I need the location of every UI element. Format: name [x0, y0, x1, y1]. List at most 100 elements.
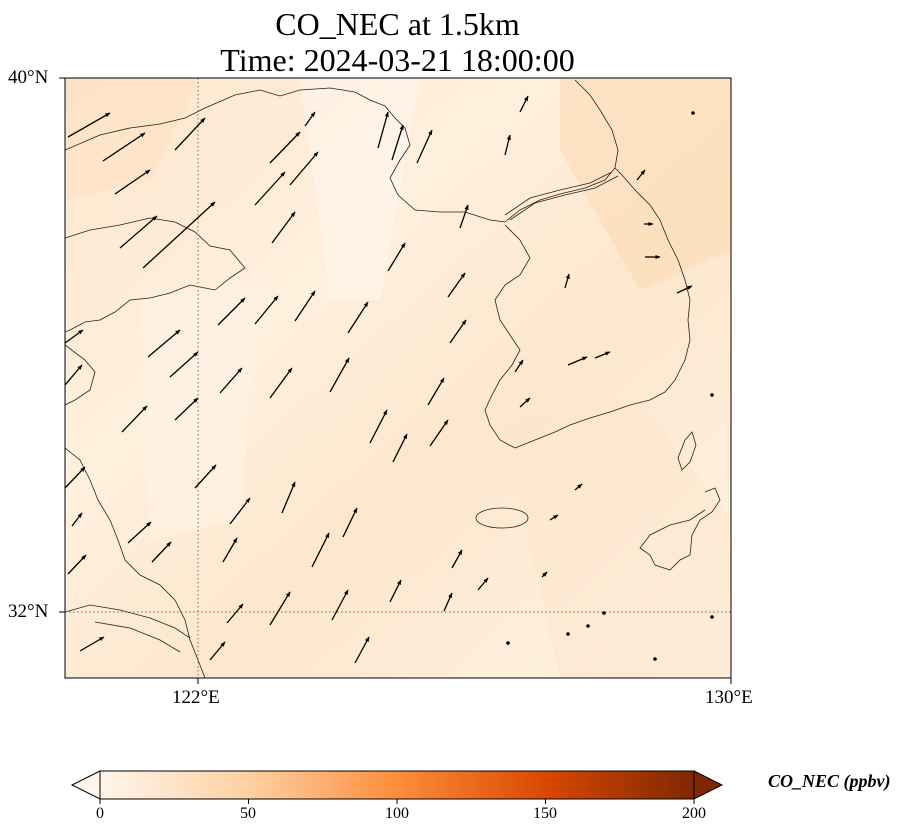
- wind-vectors: [65, 95, 714, 664]
- wind-arrow: [519, 95, 529, 113]
- wind-arrow: [354, 636, 370, 664]
- japan-kyushu-coast: [639, 487, 721, 571]
- wind-arrow: [222, 537, 238, 563]
- wind-arrow: [271, 211, 296, 244]
- wind-arrow: [342, 507, 358, 538]
- wind-arrow: [653, 657, 657, 661]
- wind-arrow: [102, 132, 146, 162]
- wind-arrow: [147, 329, 181, 358]
- liaodong-coast: [65, 87, 506, 223]
- wind-arrow: [71, 512, 83, 527]
- wind-arrow: [636, 169, 646, 181]
- wind-arrow: [514, 359, 524, 373]
- colorbar-tick-label: 0: [96, 805, 104, 822]
- axis-ticks: [59, 77, 732, 684]
- wind-arrow: [254, 171, 286, 206]
- wind-arrow: [65, 329, 84, 344]
- wind-arrow: [289, 151, 319, 186]
- wind-arrow: [79, 636, 105, 652]
- wind-arrow: [710, 393, 714, 397]
- wind-arrow: [427, 377, 445, 406]
- wind-arrow: [269, 591, 291, 626]
- korea-south-coast: [514, 167, 691, 449]
- wind-arrow: [67, 554, 87, 575]
- wind-arrow: [443, 592, 453, 612]
- dmz-border: [504, 171, 619, 221]
- colorbar-tick-label: 100: [385, 805, 409, 822]
- wind-arrow: [67, 112, 111, 138]
- colorbar-tick-label: 200: [682, 805, 706, 822]
- wind-arrow: [254, 295, 279, 325]
- wind-arrow: [142, 201, 216, 269]
- tsushima-island: [677, 431, 697, 471]
- wind-arrow: [392, 433, 408, 463]
- wind-arrow: [219, 367, 243, 394]
- wind-arrow: [114, 169, 151, 195]
- wind-arrow: [519, 397, 531, 408]
- wind-arrow: [602, 611, 606, 615]
- wind-arrow: [311, 532, 330, 568]
- wind-arrow: [691, 111, 695, 115]
- wind-arrow: [169, 351, 199, 378]
- wind-arrow: [304, 111, 316, 127]
- shandong-coast: [65, 344, 96, 406]
- coastlines: [65, 79, 721, 678]
- wind-arrow: [416, 129, 433, 164]
- wind-arrow: [65, 466, 86, 489]
- lat-tick-label: 40°N: [8, 67, 49, 88]
- wind-arrow: [541, 571, 548, 578]
- colorbar-extend-min: [70, 770, 101, 800]
- wind-arrow: [174, 117, 206, 151]
- co-field: [65, 78, 731, 678]
- wind-arrow: [119, 215, 158, 249]
- wind-arrow: [574, 483, 583, 491]
- wind-arrow: [567, 356, 588, 366]
- wind-arrow: [449, 319, 467, 344]
- lon-tick-label: 122°E: [172, 687, 220, 708]
- wind-arrow: [429, 419, 449, 447]
- wind-arrow: [329, 357, 350, 393]
- wind-arrow: [391, 124, 404, 161]
- jeju-island: [475, 507, 529, 529]
- wind-arrow: [566, 632, 570, 636]
- china-coast-south: [65, 447, 206, 678]
- wind-arrow: [209, 641, 226, 661]
- wind-arrow: [586, 624, 590, 628]
- wind-arrow: [459, 204, 469, 229]
- wind-arrow: [377, 111, 389, 149]
- wind-arrow: [121, 405, 148, 433]
- wind-arrow: [174, 397, 199, 421]
- map-frame: [64, 77, 732, 679]
- map-title: CO_NEC at 1.5km: [275, 6, 520, 42]
- colorbar-extend-max: [693, 770, 724, 800]
- wind-arrow: [389, 579, 402, 603]
- wind-arrow: [347, 301, 369, 334]
- wind-arrow: [549, 514, 559, 521]
- wind-arrow: [710, 615, 714, 619]
- colorbar-body: [99, 770, 695, 800]
- wind-arrow: [151, 541, 172, 563]
- wind-arrow: [127, 521, 152, 544]
- wind-arrow: [226, 603, 244, 624]
- colorbar: [70, 770, 724, 804]
- wind-arrow: [229, 497, 251, 525]
- wind-arrow: [369, 409, 388, 444]
- wind-arrow: [451, 549, 463, 569]
- wind-arrow: [65, 364, 83, 386]
- wind-arrow: [504, 134, 511, 156]
- colorbar-tick-label: 150: [533, 805, 557, 822]
- wind-arrow: [387, 242, 406, 272]
- wind-arrow: [564, 273, 570, 289]
- wind-arrow: [447, 272, 466, 298]
- lon-tick-label: 130°E: [705, 687, 753, 708]
- korea-west-coast: [484, 224, 531, 449]
- korea-north-coast: [504, 79, 619, 223]
- wind-arrow: [217, 297, 246, 326]
- colorbar-label: CO_NEC (ppbv): [768, 771, 891, 791]
- wind-arrow: [281, 481, 296, 514]
- wind-arrow: [269, 367, 293, 399]
- wind-arrow: [331, 589, 349, 621]
- yangtze-estuary: [65, 604, 191, 653]
- colorbar-tick-label: 50: [240, 805, 256, 822]
